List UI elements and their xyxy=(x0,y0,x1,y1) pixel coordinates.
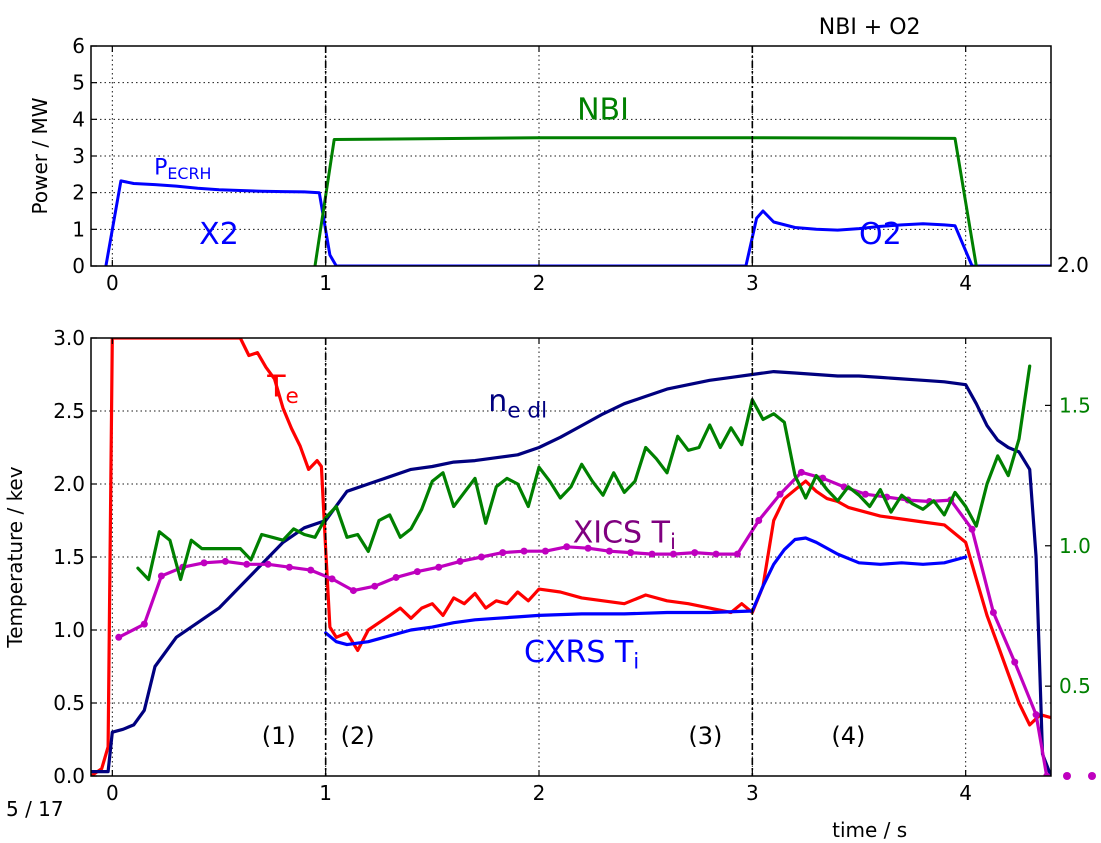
annotation-label: XICS Ti xyxy=(573,515,676,554)
y-tick-label: 3 xyxy=(72,144,85,168)
y-tick-label: 6 xyxy=(72,34,85,58)
right-y-tick-label: 0.5 xyxy=(1059,674,1091,698)
y-tick-label: 2.5 xyxy=(53,399,85,423)
y-axis-label: Power / MW xyxy=(28,97,52,214)
y-tick-label: 1 xyxy=(72,217,85,241)
series-group xyxy=(104,136,1051,266)
chart-panel-2: 0 1 2 3 4 0.0 0.5 1.0 1.5 2.0 2.5 3.0 0.5 1.0 1.5 Tempe… xyxy=(3,326,1091,842)
data-point xyxy=(1032,711,1040,719)
x-axis-label: time / s xyxy=(832,818,907,842)
data-point xyxy=(200,559,208,567)
right-y-tick-label: 1.5 xyxy=(1059,393,1091,417)
y-tick-label: 0.0 xyxy=(53,764,85,788)
data-point xyxy=(669,550,677,558)
data-point xyxy=(989,608,997,616)
data-point xyxy=(776,490,784,498)
series-label-pecrh: PECRH xyxy=(154,155,211,183)
series-line-nbi xyxy=(313,136,978,266)
annotation-label: (2) xyxy=(341,722,375,750)
data-point xyxy=(648,550,656,558)
continuation-dot xyxy=(1088,772,1096,780)
y-tick-label: 3.0 xyxy=(53,326,85,350)
continuation-dot xyxy=(1063,772,1071,780)
data-point xyxy=(371,582,379,590)
annotation-label: O2 xyxy=(859,217,902,252)
data-point xyxy=(797,468,805,476)
x-tick-label: 1 xyxy=(319,781,332,805)
y-axis-label: Temperature / kev xyxy=(3,466,27,648)
data-point xyxy=(264,560,272,568)
annotation-label: (1) xyxy=(262,722,296,750)
x-tick-label: 3 xyxy=(746,781,759,805)
data-point xyxy=(861,490,869,498)
y-tick-label: 0.5 xyxy=(53,691,85,715)
right-y-tick-label: 2.0 xyxy=(1057,253,1089,277)
right-y-tick-label: 1.0 xyxy=(1059,534,1091,558)
y-tick-label: 1.5 xyxy=(53,545,85,569)
series-line-te xyxy=(91,338,1051,776)
x-tick-label: 2 xyxy=(533,271,546,295)
data-point xyxy=(1011,658,1019,666)
y-tick-label: 1.0 xyxy=(53,618,85,642)
annotation-label: X2 xyxy=(199,217,239,252)
annotation-label: ne dl xyxy=(488,384,547,423)
data-point xyxy=(1043,772,1051,776)
data-point xyxy=(968,525,976,533)
series-line-right-axis-4 xyxy=(136,364,1032,582)
annotation-label: (4) xyxy=(831,722,865,750)
data-point xyxy=(755,517,763,524)
chart-panel-1: 0 1 2 3 4 0 1 2 3 4 5 6 2.0 Power / MW NBI + O2 NBI X2 O2… xyxy=(28,15,1089,295)
data-point xyxy=(691,549,699,557)
data-point xyxy=(392,573,400,581)
y-tick-label: 0 xyxy=(72,254,85,278)
data-point xyxy=(307,566,315,574)
data-point xyxy=(435,563,443,571)
data-point xyxy=(605,547,613,555)
data-point xyxy=(627,549,635,557)
y-tick-label: 5 xyxy=(72,71,85,95)
x-tick-label: 1 xyxy=(319,271,332,295)
y-tick-label: 2 xyxy=(72,181,85,205)
data-point xyxy=(115,633,123,641)
data-point xyxy=(712,550,720,558)
data-point xyxy=(541,547,549,555)
y-tick-label: 4 xyxy=(72,107,85,131)
series-line-pecrh xyxy=(104,179,1051,266)
data-point xyxy=(456,557,464,565)
data-point xyxy=(520,547,528,555)
data-point xyxy=(285,563,293,571)
data-point xyxy=(499,549,507,557)
x-tick-label: 3 xyxy=(746,271,759,295)
x-tick-label: 4 xyxy=(959,271,972,295)
data-point xyxy=(328,575,336,583)
data-point xyxy=(140,620,148,628)
annotation-label: Te xyxy=(266,369,299,408)
annotation-label: (3) xyxy=(688,722,722,750)
y-tick-label: 2.0 xyxy=(53,472,85,496)
series-group xyxy=(91,338,1051,776)
data-point xyxy=(413,568,421,576)
data-point xyxy=(584,544,592,552)
x-tick-label: 4 xyxy=(959,781,972,805)
annotation-label: CXRS Ti xyxy=(524,635,639,674)
data-point xyxy=(477,553,485,561)
x-tick-label: 0 xyxy=(106,271,119,295)
data-point xyxy=(157,572,165,580)
data-point xyxy=(221,557,229,565)
annotation-label: NBI xyxy=(577,92,629,127)
x-tick-label: 2 xyxy=(533,781,546,805)
x-tick-label: 0 xyxy=(106,781,119,805)
series-line-ne-dl xyxy=(91,370,1051,776)
data-point xyxy=(563,543,571,551)
page-number: 5 / 17 xyxy=(6,797,64,821)
data-point xyxy=(733,550,741,558)
series-line-cxrs-ti xyxy=(324,536,968,647)
data-point xyxy=(349,587,357,595)
data-point xyxy=(243,560,251,568)
chart-title: NBI + O2 xyxy=(819,15,921,40)
